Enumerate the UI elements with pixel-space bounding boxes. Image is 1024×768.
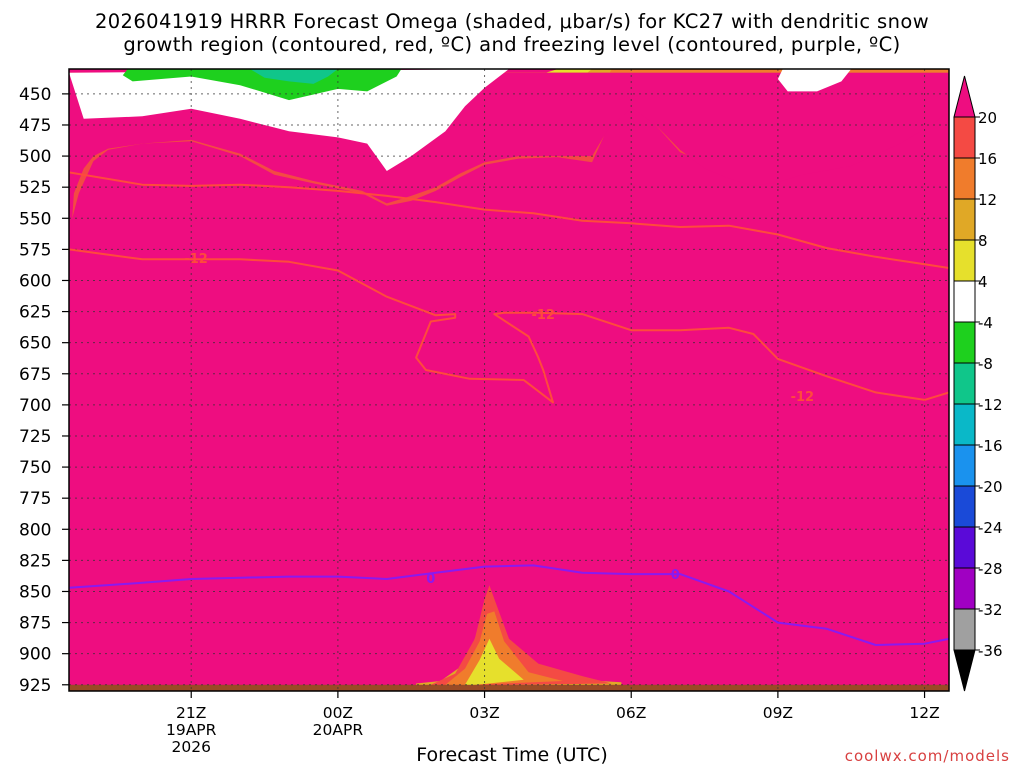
y-tick-label: 450 [19, 85, 51, 105]
colorbar-label: 20 [978, 109, 997, 127]
contour-line-0 [69, 171, 949, 269]
colorbar-label: 16 [978, 150, 997, 168]
x-axis-label: Forecast Time (UTC) [416, 744, 608, 766]
contour-label-1: -12 [531, 308, 555, 323]
colorbar-swatch [953, 116, 976, 159]
ground-band [69, 684, 949, 691]
contour-line-2 [69, 564, 949, 646]
contour-line-1 [69, 248, 949, 404]
chart-title-line2: growth region (contoured, red, ºC) and f… [123, 33, 901, 56]
colorbar-swatch [953, 403, 976, 446]
colorbar-label: -28 [978, 560, 1003, 578]
source-credit: coolwx.com/models [844, 747, 1010, 765]
colorbar-swatch [953, 567, 976, 610]
x-tick-label: 2026 [171, 738, 210, 756]
omega-band-11 [445, 611, 563, 686]
colorbar-swatch [953, 608, 976, 651]
x-tick-label: 21Z [176, 704, 206, 722]
colorbar-label: -4 [978, 314, 993, 332]
colorbar-swatch [953, 444, 976, 487]
colorbar-swatch [953, 526, 976, 569]
y-tick-label: 575 [19, 240, 51, 260]
y-tick-label: 700 [19, 396, 51, 416]
y-tick-label: 750 [19, 458, 51, 478]
colorbar-label: 4 [978, 273, 988, 291]
contour-label-3: 0 [426, 572, 435, 587]
y-tick-label: 600 [19, 271, 51, 291]
colorbar-label: 8 [978, 232, 988, 250]
colorbar-label: 12 [978, 191, 997, 209]
y-tick-label: 625 [19, 303, 51, 323]
omega-band-6 [777, 69, 852, 92]
colorbar-label: -32 [978, 601, 1003, 619]
y-tick-label: 775 [19, 489, 51, 509]
x-tick-label: 20APR [313, 721, 364, 739]
y-tick-label: 900 [19, 645, 51, 665]
colorbar-label: -16 [978, 437, 1003, 455]
omega-band-7 [122, 69, 402, 101]
colorbar-swatch [953, 239, 976, 282]
omega-band-5 [69, 69, 509, 171]
grid-lines [69, 69, 949, 691]
x-tick-label: 19APR [166, 721, 217, 739]
plot-frame [68, 68, 950, 692]
x-tick-label: 00Z [323, 704, 353, 722]
x-tick-label: 03Z [469, 704, 499, 722]
y-tick-label: 800 [19, 520, 51, 540]
y-tick-label: 650 [19, 334, 51, 354]
colorbar-swatch [953, 485, 976, 528]
y-tick-label: 475 [19, 116, 51, 136]
contour-label-2: -12 [791, 390, 815, 405]
y-tick-label: 500 [19, 147, 51, 167]
colorbar-swatch [953, 157, 976, 200]
x-tick-label: 12Z [909, 704, 939, 722]
y-tick-label: 925 [19, 676, 51, 696]
x-tick-label: 09Z [763, 704, 793, 722]
colorbar-swatch [953, 321, 976, 364]
colorbar-label: -36 [978, 642, 1003, 660]
colorbar-label: -20 [978, 478, 1003, 496]
y-tick-label: 525 [19, 178, 51, 198]
contour-label-4: 0 [671, 568, 680, 583]
y-tick-label: 725 [19, 427, 51, 447]
y-tick-label: 875 [19, 614, 51, 634]
colorbar-label: -24 [978, 519, 1003, 537]
omega-band-12 [465, 638, 524, 686]
y-tick-label: 675 [19, 365, 51, 385]
colorbar-bottom-triangle [953, 649, 976, 692]
colorbar: 20 16 12 8 4 -4 -8 -12 -16 -20 -24 -28 -32 -36 [953, 75, 1003, 692]
y-tick-label: 550 [19, 209, 51, 229]
colorbar-label: -8 [978, 355, 993, 373]
y-tick-label: 825 [19, 551, 51, 571]
colorbar-swatch [953, 362, 976, 405]
x-tick-label: 06Z [616, 704, 646, 722]
omega-band-8 [249, 69, 338, 84]
colorbar-label: -12 [978, 396, 1003, 414]
colorbar-swatch [953, 280, 976, 323]
colorbar-swatch [953, 198, 976, 241]
y-tick-label: 850 [19, 582, 51, 602]
contour-label-0: -12 [184, 252, 208, 267]
colorbar-top-triangle [953, 75, 976, 118]
contour-lines: -12 -12 -12 0 0 [69, 171, 949, 646]
chart-title-line1: 2026041919 HRRR Forecast Omega (shaded, … [94, 10, 930, 33]
plot-axes: 450 475 500 525 550 575 600 625 650 675 700 725 750 7… [19, 68, 950, 756]
